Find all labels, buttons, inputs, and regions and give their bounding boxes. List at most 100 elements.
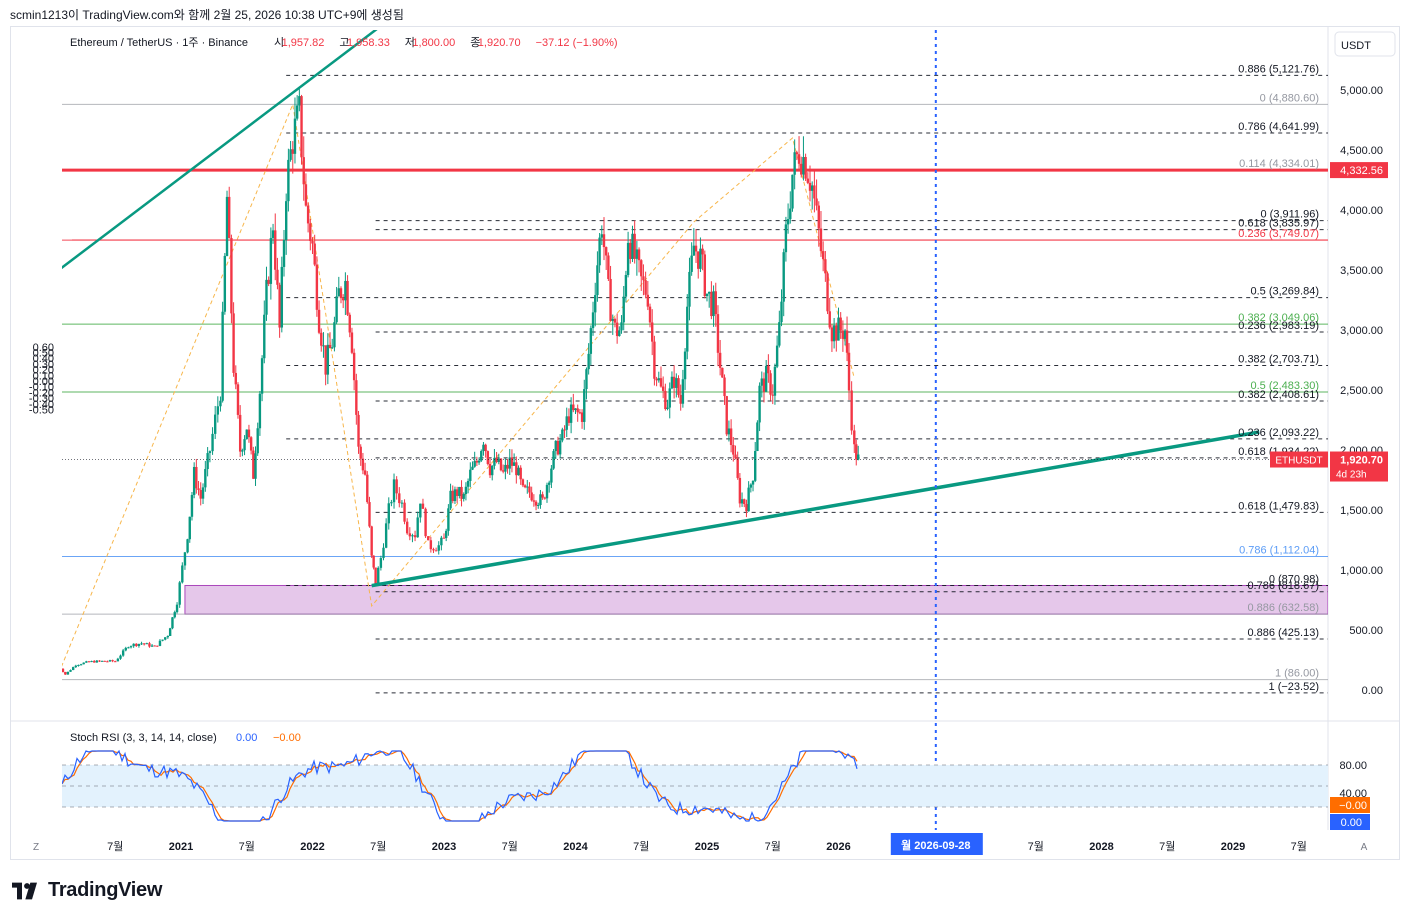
- candle-body: [587, 353, 590, 370]
- stoch-pane[interactable]: [62, 749, 1328, 822]
- candle-body: [811, 185, 814, 191]
- candle-body: [355, 380, 358, 415]
- candle-body: [723, 377, 726, 397]
- candle-body: [707, 291, 711, 294]
- candle: [206, 447, 209, 477]
- candle-body: [106, 661, 109, 663]
- candle-body: [815, 198, 818, 206]
- candle: [421, 498, 425, 509]
- candle-body: [843, 330, 847, 339]
- candle-body: [405, 521, 409, 534]
- candle-body: [640, 260, 643, 277]
- candle: [313, 234, 316, 267]
- main-pane[interactable]: [43, 18, 1328, 694]
- candle-body: [379, 558, 383, 568]
- candle: [440, 535, 443, 551]
- candle: [672, 365, 676, 399]
- tradingview-logo[interactable]: TradingView: [12, 879, 162, 902]
- currency-button[interactable]: [1334, 31, 1396, 57]
- candle: [339, 286, 343, 304]
- red-level-tag: [1330, 162, 1388, 179]
- candle: [480, 449, 483, 462]
- candle-body: [204, 469, 207, 488]
- candle-body: [629, 242, 632, 259]
- candle: [736, 451, 739, 480]
- candle: [716, 305, 720, 367]
- candle: [782, 248, 785, 317]
- upper-trendline[interactable]: [43, 18, 391, 282]
- candle-body: [791, 174, 794, 209]
- candle-body: [238, 414, 242, 452]
- candle-body: [697, 251, 700, 269]
- candle: [62, 668, 65, 673]
- candle-body: [366, 474, 369, 503]
- candle-body: [444, 530, 448, 539]
- candle-body: [539, 494, 542, 506]
- candle-body: [287, 159, 290, 202]
- candle: [442, 533, 446, 539]
- candle-body: [769, 373, 772, 395]
- candle-body: [786, 219, 790, 225]
- candle-body: [320, 332, 323, 346]
- candle: [541, 491, 544, 500]
- candle: [501, 464, 505, 474]
- candle: [668, 382, 671, 419]
- candle-body: [464, 486, 468, 495]
- candle-body: [850, 390, 853, 431]
- time-axis-tick: 2028: [1089, 841, 1113, 853]
- candle-body: [780, 301, 783, 323]
- candle-body: [642, 276, 645, 281]
- tradingview-chart[interactable]: 0.886 (5,121.76) 0 (4,880.60) 0.786 (4,641…: [0, 0, 1410, 870]
- candle: [681, 369, 685, 408]
- support-trendline[interactable]: [371, 430, 1260, 588]
- candle-body: [108, 660, 112, 662]
- candle: [140, 641, 143, 645]
- candle: [434, 547, 438, 552]
- candle: [400, 500, 404, 508]
- candle: [830, 324, 834, 352]
- candle: [57, 662, 59, 666]
- candle: [114, 660, 117, 663]
- candle: [471, 461, 474, 471]
- candle-body: [197, 488, 200, 491]
- candle-body: [736, 458, 739, 478]
- candle-body: [77, 664, 80, 666]
- candle: [548, 480, 551, 493]
- candle: [723, 374, 726, 405]
- candle-body: [221, 311, 224, 401]
- snapshot-caption: scmin1213이 TradingView.com와 함께 2월 25, 20…: [10, 8, 404, 22]
- candle-body: [517, 467, 520, 476]
- candle-body: [158, 640, 162, 646]
- candle-body: [548, 482, 551, 485]
- candle: [482, 442, 485, 456]
- fib-level-label: 1 (86.00): [1275, 668, 1319, 680]
- candle-body: [190, 494, 194, 517]
- candle-body: [655, 378, 658, 381]
- candle: [574, 408, 577, 414]
- candle-body: [183, 552, 187, 566]
- candle: [618, 326, 621, 337]
- candle: [646, 280, 650, 311]
- candle-body: [164, 637, 167, 640]
- fib-level-label: 1 (−23.52): [1269, 681, 1319, 693]
- candle: [289, 140, 292, 162]
- candle-body: [432, 549, 435, 551]
- chart-frame: [10, 26, 1400, 860]
- candle-body: [280, 266, 284, 328]
- time-axis-tick: 2026: [826, 841, 850, 853]
- candle: [626, 231, 630, 278]
- candle: [106, 660, 109, 663]
- candle-body: [137, 643, 141, 646]
- left-axis-tick: 0.30: [33, 359, 54, 371]
- candle: [204, 460, 207, 492]
- candle: [211, 427, 214, 455]
- candle: [379, 555, 383, 571]
- candle: [173, 610, 176, 619]
- candle: [219, 396, 222, 412]
- candle-body: [598, 237, 601, 266]
- candle-body: [278, 284, 281, 328]
- candle-body: [127, 647, 130, 649]
- candle: [508, 448, 511, 475]
- candle-body: [411, 535, 414, 537]
- candle: [59, 665, 61, 669]
